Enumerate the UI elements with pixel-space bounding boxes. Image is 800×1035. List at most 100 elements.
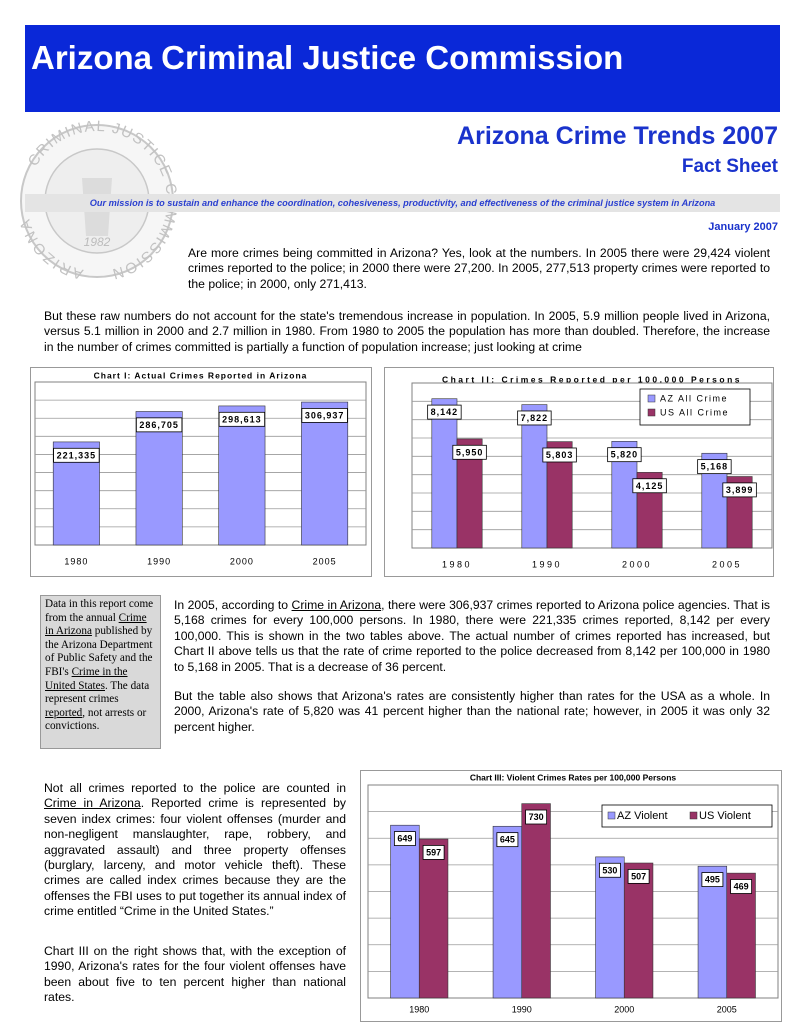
bar (697, 865, 728, 999)
data-label: 221,335 (53, 447, 100, 463)
data-label-box (517, 410, 552, 426)
x-tick-label: 1990 (532, 559, 562, 569)
bar (492, 825, 523, 999)
seal-year: 1982 (84, 235, 111, 249)
legend-box (639, 388, 751, 426)
chart: Chart II: Crimes Reported per 100,000 Pe… (384, 367, 774, 577)
data-label-box (135, 417, 183, 433)
data-label-box (452, 444, 487, 460)
data-label-text: 221,335 (57, 450, 97, 460)
data-label-box (427, 404, 462, 420)
legend-label: AZ Violent (617, 810, 668, 822)
data-label: 597 (422, 845, 445, 860)
legend-label: AZ All Crime (660, 393, 728, 403)
data-label-box (598, 862, 621, 878)
paragraph: But the table also shows that Arizona's … (174, 689, 770, 734)
data-label-box (422, 845, 445, 860)
data-label-box (301, 408, 348, 423)
bar (135, 411, 183, 546)
bar (521, 404, 548, 549)
data-label: 469 (730, 879, 753, 894)
bar (390, 824, 420, 999)
data-label-box (393, 831, 416, 846)
paragraph: Are more crimes being committed in Arizo… (188, 246, 770, 291)
x-tick-label: 2000 (622, 559, 652, 569)
data-label-box (607, 447, 642, 463)
data-label: 3,899 (722, 482, 757, 498)
data-label: 5,803 (542, 447, 577, 463)
data-label-box (697, 459, 732, 475)
data-label-text: 4,125 (636, 481, 664, 491)
text: Crime in Arizona (45, 611, 147, 638)
report-title: Arizona Crime Trends 2007 (457, 122, 778, 150)
x-tick-label: 1990 (512, 1004, 532, 1014)
data-label-text: 507 (631, 871, 646, 881)
data-label: 306,937 (301, 408, 348, 423)
data-label-text: 730 (529, 812, 544, 822)
x-tick-label: 2005 (712, 559, 742, 569)
data-label-box (525, 809, 548, 825)
paragraph: Not all crimes reported to the police ar… (44, 781, 346, 920)
data-label: 5,950 (452, 444, 487, 460)
data-label-box (730, 879, 753, 894)
text: Crime in the United States (45, 665, 128, 692)
x-tick-label: 1990 (147, 556, 171, 566)
data-label-text: 286,705 (139, 420, 179, 430)
data-label: 530 (598, 862, 621, 878)
bar (418, 838, 449, 999)
data-label-text: 649 (397, 834, 412, 844)
legend: AZ Violent US Violent (601, 804, 773, 828)
data-label-text: 5,168 (701, 462, 729, 472)
text: In 2005, according to (174, 598, 292, 612)
bar (726, 872, 756, 999)
data-label-text: 8,142 (431, 407, 459, 417)
legend-label: US Violent (699, 810, 751, 822)
data-label: 730 (525, 809, 548, 825)
sidebar: Data in this report come from the annual… (40, 595, 161, 749)
x-tick-label: 2000 (614, 1004, 634, 1014)
mission: Our mission is to sustain and enhance th… (25, 194, 780, 212)
legend-box (601, 804, 773, 828)
data-label-box (53, 447, 100, 463)
data-label: 7,822 (517, 410, 552, 426)
x-tick-label: 2000 (230, 556, 254, 566)
paragraph: In 2005, according to Crime in Arizona, … (174, 598, 770, 675)
text: reported (45, 706, 83, 719)
legend-swatch (647, 394, 656, 403)
data-label-text: 5,820 (611, 450, 639, 460)
text: . The data represent crimes (45, 679, 150, 706)
legend-swatch (647, 408, 656, 417)
date: January 2007 (708, 221, 778, 233)
data-label-box (722, 482, 757, 498)
text: Not all crimes reported to the police ar… (44, 781, 346, 795)
data-label-text: 645 (500, 835, 515, 845)
text: Crime in Arizona (291, 598, 382, 612)
bar (521, 803, 551, 999)
bar (595, 856, 625, 999)
report-subtitle: Fact Sheet (681, 156, 778, 177)
data-label-box (632, 478, 667, 494)
data-label: 5,168 (697, 459, 732, 475)
legend-swatch (607, 811, 616, 820)
data-label: 298,613 (218, 411, 266, 427)
text: Crime in Arizona (44, 796, 141, 811)
x-tick-label: 2005 (313, 556, 337, 566)
header-band: Arizona Criminal Justice Commission (25, 25, 780, 112)
data-label-text: 306,937 (305, 410, 345, 420)
data-label-text: 298,613 (222, 414, 262, 424)
data-label: 645 (496, 832, 519, 848)
data-label: 8,142 (427, 404, 462, 420)
chart: Chart III: Violent Crimes Rates per 100,… (360, 770, 782, 1022)
x-tick-label: 1980 (64, 556, 88, 566)
data-label: 495 (701, 872, 724, 887)
data-label-text: 5,950 (456, 447, 484, 457)
legend: AZ All Crime US All Crime (639, 388, 751, 426)
x-tick-label: 1980 (442, 559, 472, 569)
chart-title: Chart III: Violent Crimes Rates per 100,… (470, 772, 677, 782)
text: . Reported crime is represented by seven… (44, 796, 346, 919)
chart-title: Chart II: Crimes Reported per 100,000 Pe… (442, 374, 742, 384)
data-label-text: 3,899 (726, 485, 754, 495)
bar (218, 405, 266, 546)
data-label: 286,705 (135, 417, 183, 433)
data-label-text: 7,822 (521, 413, 549, 423)
